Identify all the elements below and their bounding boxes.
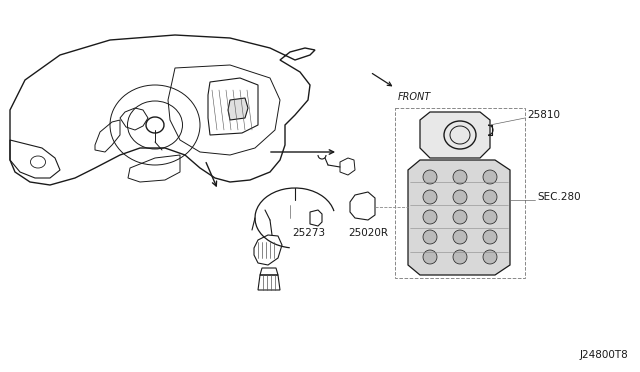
Text: 25810: 25810 bbox=[527, 110, 560, 120]
Circle shape bbox=[423, 190, 437, 204]
Circle shape bbox=[453, 190, 467, 204]
Circle shape bbox=[453, 210, 467, 224]
Circle shape bbox=[483, 210, 497, 224]
Circle shape bbox=[483, 190, 497, 204]
Circle shape bbox=[423, 230, 437, 244]
Text: 25273: 25273 bbox=[292, 228, 325, 238]
Circle shape bbox=[453, 250, 467, 264]
Circle shape bbox=[483, 170, 497, 184]
Circle shape bbox=[453, 230, 467, 244]
Polygon shape bbox=[228, 98, 248, 120]
Polygon shape bbox=[408, 160, 510, 275]
Text: SEC.280: SEC.280 bbox=[537, 192, 580, 202]
Bar bbox=[395, 108, 525, 278]
Text: FRONT: FRONT bbox=[398, 92, 431, 102]
Circle shape bbox=[423, 250, 437, 264]
Text: 25020R: 25020R bbox=[348, 228, 388, 238]
Circle shape bbox=[483, 250, 497, 264]
Circle shape bbox=[483, 230, 497, 244]
Text: J24800T8: J24800T8 bbox=[579, 350, 628, 360]
Polygon shape bbox=[420, 112, 490, 158]
Circle shape bbox=[423, 170, 437, 184]
Circle shape bbox=[453, 170, 467, 184]
Circle shape bbox=[423, 210, 437, 224]
